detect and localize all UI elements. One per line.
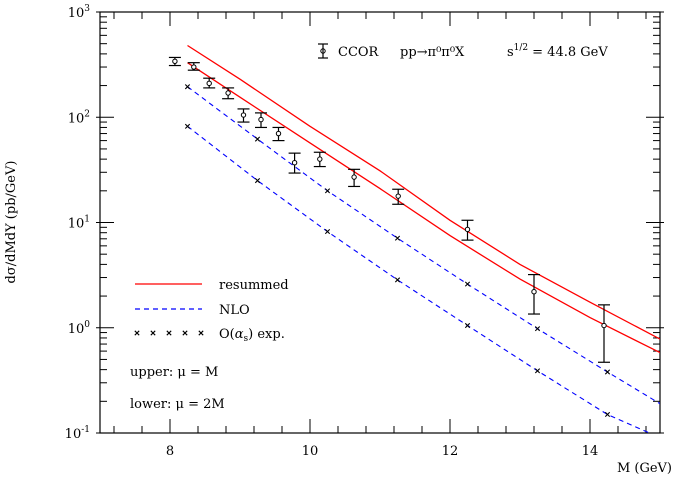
experiment-label: CCOR bbox=[338, 45, 380, 60]
data-marker bbox=[395, 193, 401, 199]
expansion-marker-lower bbox=[184, 123, 191, 129]
upper-scale-note: upper: μ = M bbox=[130, 365, 218, 380]
y-tick-labels: 10-1 100 101 102 103 bbox=[65, 4, 91, 442]
y-tick-label: 10-1 bbox=[65, 425, 90, 442]
legend-cross-marker bbox=[198, 330, 204, 336]
data-legend: CCOR pp→π⁰π⁰X s1/2 = 44.8 GeV bbox=[318, 43, 608, 60]
data-point bbox=[187, 62, 200, 71]
x-tick-label: 10 bbox=[302, 444, 319, 459]
series-lines bbox=[187, 44, 660, 433]
expansion-marker-upper bbox=[534, 326, 541, 332]
data-point bbox=[203, 77, 216, 89]
y-axis-label: dσ/dMdY (pb/GeV) bbox=[4, 161, 19, 284]
data-point bbox=[237, 108, 250, 123]
data-marker bbox=[291, 159, 298, 166]
expansion-marker-upper bbox=[394, 235, 401, 241]
data-marker bbox=[225, 90, 231, 96]
data-marker bbox=[317, 156, 323, 162]
data-point bbox=[222, 87, 235, 100]
data-point bbox=[598, 304, 610, 363]
expansion-marker-lower bbox=[464, 322, 471, 329]
data-point bbox=[348, 168, 361, 188]
process-label: pp→π⁰π⁰X bbox=[400, 45, 465, 60]
expansion-marker-lower bbox=[534, 368, 541, 374]
y-tick-label: 100 bbox=[68, 320, 91, 337]
data-marker bbox=[191, 64, 197, 70]
expansion-marker-upper bbox=[254, 136, 261, 142]
resummed-line-upper bbox=[187, 44, 660, 340]
expansion-marker-upper bbox=[184, 84, 191, 90]
nlo-line-lower bbox=[187, 125, 650, 433]
data-marker bbox=[531, 289, 537, 295]
data-point bbox=[168, 56, 181, 67]
data-marker bbox=[206, 80, 212, 87]
energy-label: s1/2 = 44.8 GeV bbox=[507, 43, 608, 60]
expansion-marker-lower bbox=[254, 178, 261, 184]
x-axis-label: M (GeV) bbox=[617, 461, 672, 476]
x-tick-label: 12 bbox=[442, 444, 459, 459]
legend-resummed-label: resummed bbox=[219, 278, 289, 293]
data-point bbox=[528, 273, 540, 315]
data-point bbox=[392, 188, 405, 205]
expansion-marker-lower bbox=[324, 228, 331, 235]
lower-scale-note: lower: μ = 2M bbox=[130, 397, 225, 412]
data-marker bbox=[172, 58, 178, 65]
x-tick-label: 8 bbox=[166, 444, 174, 459]
legend-cross-marker bbox=[134, 330, 140, 336]
data-marker bbox=[275, 130, 282, 137]
y-tick-label: 101 bbox=[68, 215, 90, 232]
y-tick-label: 102 bbox=[68, 109, 90, 126]
data-point bbox=[255, 112, 267, 129]
axis-ticks bbox=[96, 11, 664, 434]
resummed-line-lower bbox=[187, 62, 660, 354]
x-tick-labels: 8 10 12 14 bbox=[166, 444, 598, 459]
expansion-marker-lower bbox=[394, 277, 401, 283]
legend: resummed NLO O(αs) exp. upper: μ = M low… bbox=[130, 278, 289, 412]
legend-cross-marker bbox=[166, 330, 172, 336]
series-markers bbox=[184, 84, 611, 418]
errorbar-legend-icon bbox=[318, 43, 328, 59]
data-marker bbox=[601, 322, 607, 329]
data-points bbox=[168, 56, 610, 363]
data-point bbox=[288, 152, 301, 174]
data-point bbox=[461, 219, 474, 241]
legend-cross-marker bbox=[150, 330, 156, 336]
y-tick-label: 103 bbox=[68, 4, 91, 21]
x-tick-label: 14 bbox=[582, 444, 599, 459]
legend-expansion-swatch bbox=[134, 330, 204, 336]
legend-cross-marker bbox=[182, 330, 188, 336]
expansion-marker-lower bbox=[604, 411, 611, 418]
expansion-marker-upper bbox=[464, 281, 471, 287]
expansion-marker-upper bbox=[604, 369, 611, 375]
expansion-marker-upper bbox=[324, 188, 331, 194]
data-point bbox=[313, 151, 326, 168]
nlo-line-upper bbox=[187, 86, 660, 405]
data-marker bbox=[351, 174, 357, 180]
legend-nlo-label: NLO bbox=[219, 303, 250, 318]
data-marker bbox=[258, 116, 264, 123]
legend-expansion-label: O(αs) exp. bbox=[219, 327, 285, 344]
data-marker bbox=[240, 112, 247, 118]
data-marker bbox=[464, 226, 471, 233]
data-point bbox=[272, 126, 285, 142]
